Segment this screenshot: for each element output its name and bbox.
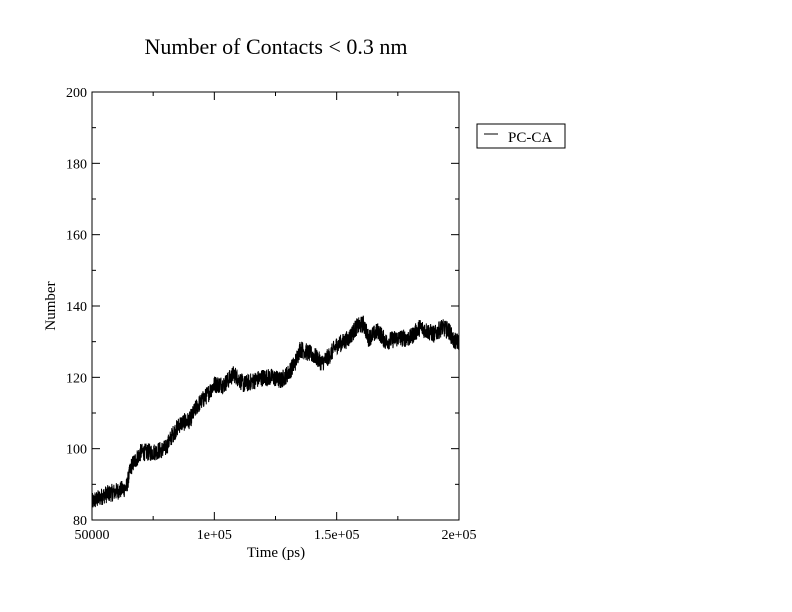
chart-title: Number of Contacts < 0.3 nm xyxy=(145,34,408,59)
plot-area: 80 100 120 140 160 180 200 50000 1e+05 1.5e+05 2e+… xyxy=(66,86,477,543)
x-tick-label: 50000 xyxy=(75,528,110,543)
y-tick-label: 180 xyxy=(66,157,87,172)
y-tick-label: 80 xyxy=(73,514,87,529)
legend-box xyxy=(476,123,566,149)
y-tick-label: 200 xyxy=(66,86,87,101)
legend-label-pc-ca: PC-CA xyxy=(508,130,552,146)
x-axis-label: Time (ps) xyxy=(247,545,305,561)
y-tick-label: 140 xyxy=(66,300,87,315)
axis-ticks: 80 100 120 140 160 180 200 50000 1e+05 1.5e+05 2e+… xyxy=(66,86,477,543)
y-tick-label: 160 xyxy=(66,229,87,244)
y-axis-label: Number xyxy=(43,281,59,330)
legend: PC-CA xyxy=(476,123,566,149)
x-tick-label: 1.5e+05 xyxy=(314,528,360,543)
x-tick-label: 1e+05 xyxy=(197,528,232,543)
y-tick-label: 100 xyxy=(66,443,87,458)
y-tick-label: 120 xyxy=(66,371,87,386)
series-line-pc-ca xyxy=(91,315,460,508)
x-tick-label: 2e+05 xyxy=(441,528,476,543)
